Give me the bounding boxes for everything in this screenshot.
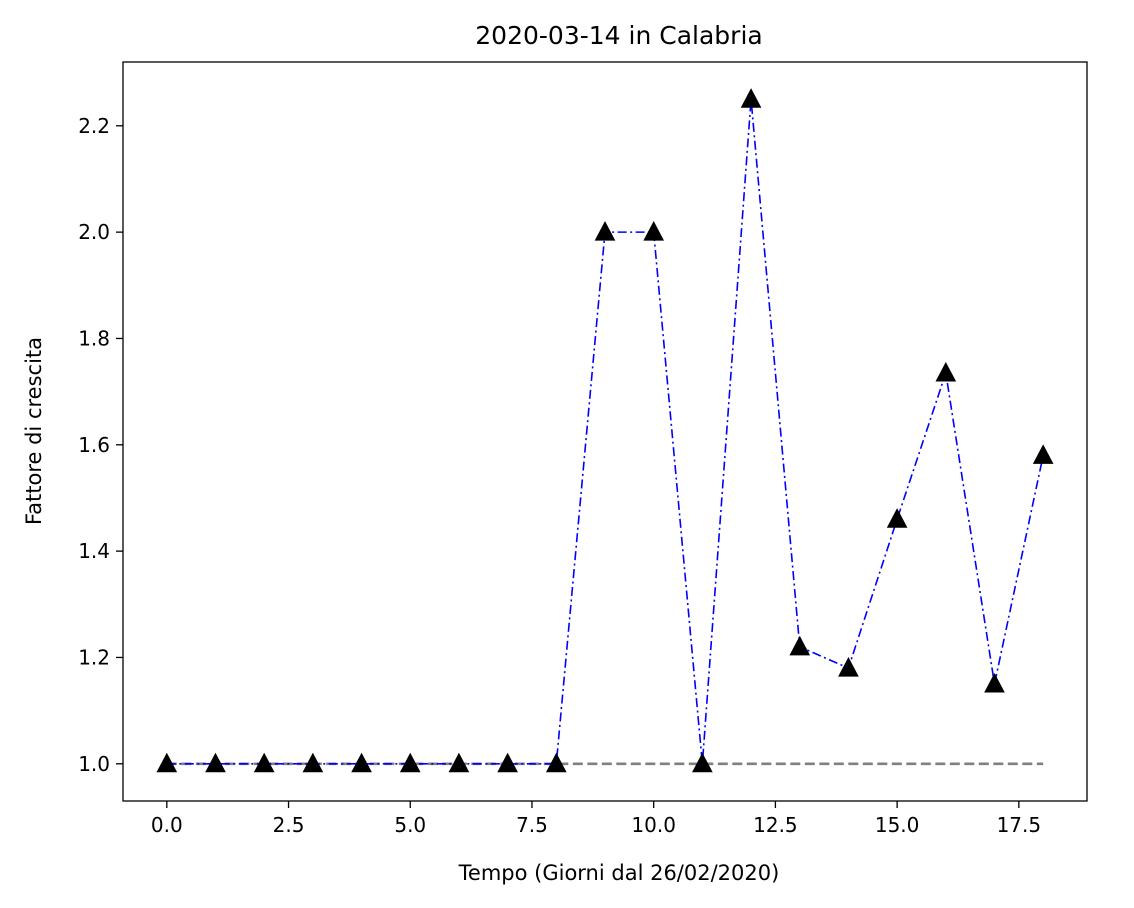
x-tick-label: 15.0 [875,813,920,837]
y-tick-label: 2.0 [78,220,110,244]
y-tick-label: 2.2 [78,114,110,138]
y-tick-label: 1.2 [78,645,110,669]
data-point [545,752,567,773]
data-point [205,752,226,773]
data-point [935,361,957,382]
y-axis: 1.0 1.2 1.4 1.6 1.8 2.0 2.2 [78,114,123,776]
data-point [302,752,324,773]
y-tick-label: 1.6 [78,433,110,457]
data-point [789,635,811,656]
plot-frame [122,61,1088,802]
x-tick-label: 10.0 [631,813,676,837]
data-point [399,752,421,773]
y-tick-label: 1.0 [78,752,110,776]
data-point [838,657,859,677]
data-point [351,752,372,773]
series-line [166,98,1044,765]
y-tick-label: 1.8 [78,326,110,350]
data-point [984,672,1005,693]
x-axis-label: Tempo (Giorni dal 26/02/2020) [458,861,780,885]
data-point [740,88,762,108]
data-point [1032,444,1054,464]
plot-area [156,88,1054,773]
y-tick-label: 1.4 [78,539,110,563]
data-point [692,752,713,773]
x-tick-label: 7.5 [516,813,548,837]
data-point [156,752,178,773]
x-tick-label: 12.5 [753,813,798,837]
x-tick-label: 17.5 [997,813,1042,837]
chart-title: 2020-03-14 in Calabria [475,21,762,50]
data-point [594,221,616,241]
x-tick-label: 0.0 [151,813,183,837]
data-point [497,752,518,773]
x-axis: 0.0 2.5 5.0 7.5 10.0 12.5 15.0 17.5 [151,801,1041,837]
x-tick-label: 2.5 [273,813,305,837]
y-axis-label: Fattore di crescita [22,337,46,525]
x-tick-label: 5.0 [394,813,426,837]
data-point [448,752,470,773]
data-point [886,508,908,528]
data-point [643,221,665,241]
data-point [253,752,275,773]
